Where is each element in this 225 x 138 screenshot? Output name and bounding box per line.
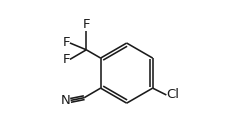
Text: F: F (62, 53, 70, 66)
Text: Cl: Cl (166, 88, 179, 101)
Text: N: N (61, 94, 70, 107)
Text: F: F (82, 18, 90, 31)
Text: F: F (62, 36, 70, 50)
